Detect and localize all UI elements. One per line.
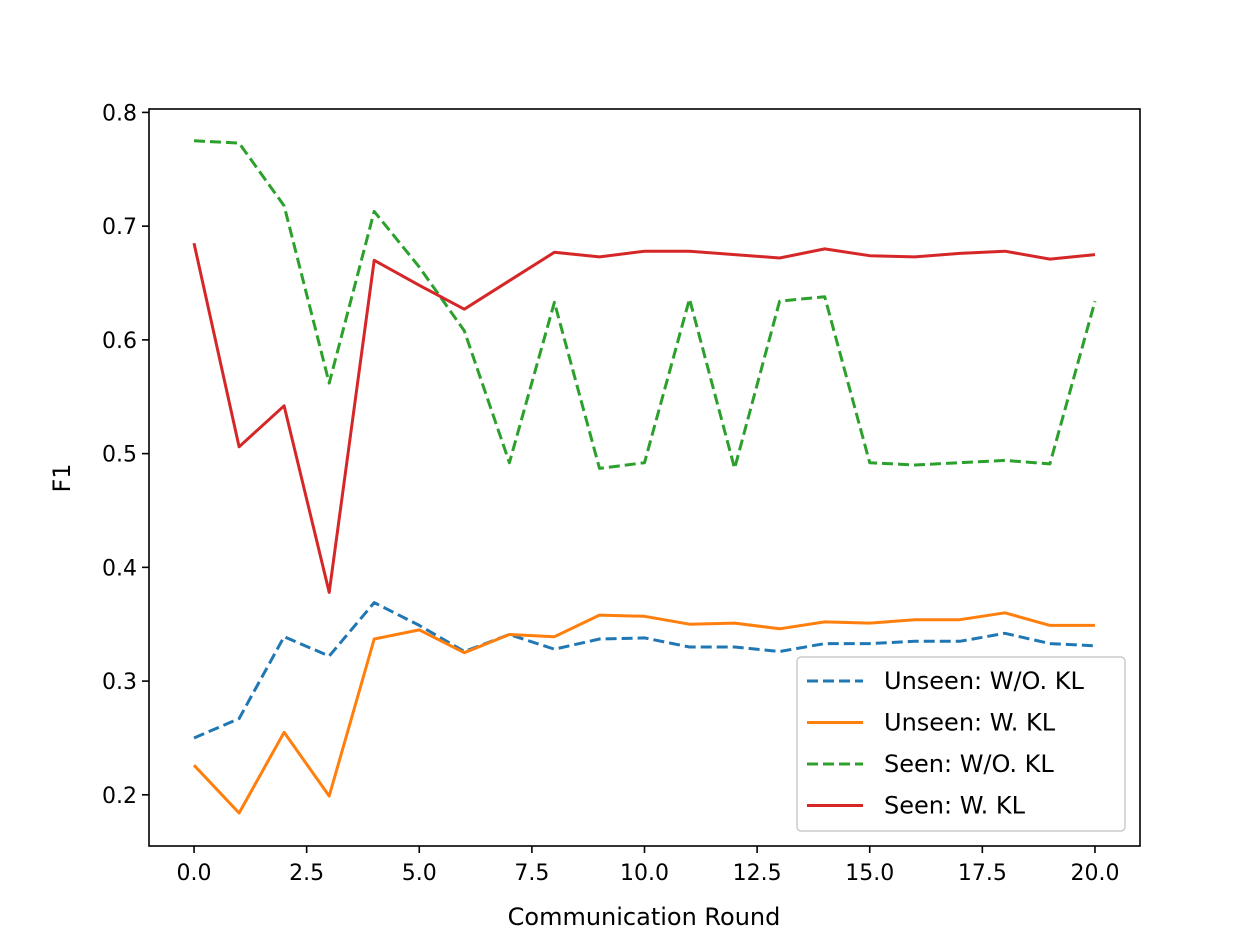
y-tick-label: 0.5 xyxy=(102,443,137,468)
series-line-3 xyxy=(193,139,1097,470)
y-tick-label: 0.2 xyxy=(102,784,137,809)
x-tick-label: 0.0 xyxy=(177,861,212,886)
y-tick-label: 0.4 xyxy=(102,556,137,581)
x-tick-label: 15.0 xyxy=(845,861,894,886)
legend-label: Unseen: W. KL xyxy=(884,709,1056,737)
legend-label: Unseen: W/O. KL xyxy=(884,667,1084,695)
x-tick-label: 5.0 xyxy=(402,861,437,886)
x-axis-label: Communication Round xyxy=(508,903,781,931)
legend-label: Seen: W. KL xyxy=(884,792,1026,820)
x-tick-label: 2.5 xyxy=(289,861,324,886)
x-tick-label: 7.5 xyxy=(514,861,549,886)
series-line-4 xyxy=(192,242,1096,594)
x-tick-label: 17.5 xyxy=(958,861,1007,886)
x-tick-label: 12.5 xyxy=(733,861,782,886)
legend-label: Seen: W/O. KL xyxy=(884,750,1054,778)
legend-box xyxy=(796,656,1126,832)
legend: Unseen: W/O. KL Unseen: W. KL Seen: W/O. K… xyxy=(796,656,1126,832)
y-tick-label: 0.7 xyxy=(102,215,137,240)
y-axis-label: F1 xyxy=(48,463,76,492)
x-tick-label: 10.0 xyxy=(620,861,669,886)
y-tick-label: 0.6 xyxy=(102,329,137,354)
series-line-1 xyxy=(193,601,1096,740)
x-tick-label: 20.0 xyxy=(1070,861,1119,886)
y-tick-label: 0.8 xyxy=(102,101,137,126)
y-tick-label: 0.3 xyxy=(102,670,137,695)
series-line-2 xyxy=(192,611,1095,815)
